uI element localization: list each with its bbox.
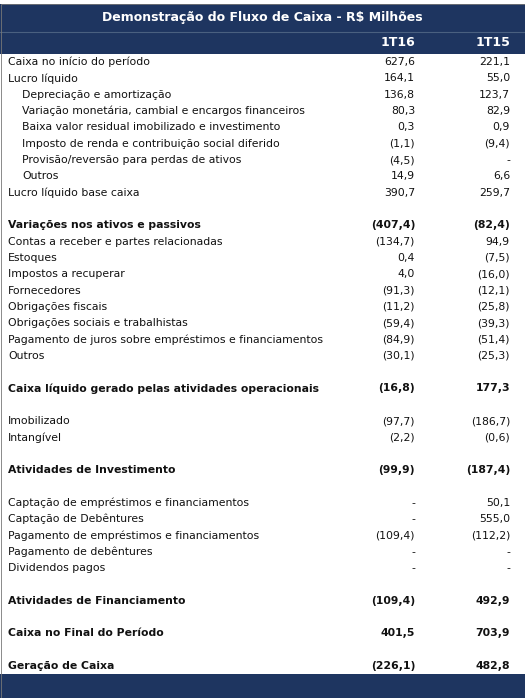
Text: Atividades de Investimento: Atividades de Investimento [8,465,175,475]
Text: Captação de empréstimos e financiamentos: Captação de empréstimos e financiamentos [8,498,249,508]
Text: (186,7): (186,7) [470,416,510,426]
Text: Lucro líquido: Lucro líquido [8,73,78,84]
Text: 82,9: 82,9 [486,106,510,116]
Text: Caixa líquido gerado pelas atividades operacionais: Caixa líquido gerado pelas atividades op… [8,383,319,394]
Text: -: - [506,155,510,165]
Text: Pagamento de juros sobre empréstimos e financiamentos: Pagamento de juros sobre empréstimos e f… [8,334,323,345]
Text: 6,6: 6,6 [493,172,510,181]
Text: Fornecedores: Fornecedores [8,285,81,295]
Text: 177,3: 177,3 [475,383,510,394]
Text: (112,2): (112,2) [470,530,510,540]
Text: Imposto de renda e contribuição social diferido: Imposto de renda e contribuição social d… [22,139,280,149]
Text: Pagamento de debêntures: Pagamento de debêntures [8,547,152,557]
Text: 0,3: 0,3 [397,122,415,133]
Text: 221,1: 221,1 [479,57,510,67]
Text: -: - [506,547,510,556]
Text: 80,3: 80,3 [391,106,415,116]
Text: (0,6): (0,6) [484,433,510,443]
Text: 703,9: 703,9 [476,628,510,638]
Text: (59,4): (59,4) [383,318,415,328]
Text: (109,4): (109,4) [371,595,415,606]
Text: Obrigações fiscais: Obrigações fiscais [8,302,107,312]
Text: 123,7: 123,7 [479,90,510,100]
Text: 0,4: 0,4 [397,253,415,263]
Text: -: - [411,514,415,524]
Text: -: - [506,563,510,573]
Text: 1T15: 1T15 [475,36,510,50]
Bar [0,4,525,32]
Text: 401,5: 401,5 [381,628,415,638]
Text: Depreciação e amortização: Depreciação e amortização [22,90,171,100]
Text: Caixa no início do período: Caixa no início do período [8,57,150,68]
Text: (9,4): (9,4) [485,139,510,149]
Text: (226,1): (226,1) [371,661,415,671]
Text: Contas a receber e partes relacionadas: Contas a receber e partes relacionadas [8,237,223,246]
Text: Imobilizado: Imobilizado [8,416,71,426]
Text: 164,1: 164,1 [384,73,415,84]
Text: Pagamento de empréstimos e financiamentos: Pagamento de empréstimos e financiamento… [8,530,259,540]
Text: (2,2): (2,2) [390,433,415,443]
Text: Geração de Caixa: Geração de Caixa [8,661,114,671]
Text: 259,7: 259,7 [479,188,510,198]
Text: (11,2): (11,2) [383,302,415,312]
Text: 14,9: 14,9 [391,172,415,181]
Text: 4,0: 4,0 [397,269,415,279]
Text: (4,5): (4,5) [390,155,415,165]
Text: (97,7): (97,7) [383,416,415,426]
Text: (16,8): (16,8) [379,383,415,394]
Text: Provisão/reversão para perdas de ativos: Provisão/reversão para perdas de ativos [22,155,242,165]
Text: 50,1: 50,1 [486,498,510,507]
Text: (7,5): (7,5) [485,253,510,263]
Text: (51,4): (51,4) [478,334,510,345]
Text: Dividendos pagos: Dividendos pagos [8,563,105,573]
Text: Variações nos ativos e passivos: Variações nos ativos e passivos [8,221,201,230]
Text: (25,8): (25,8) [478,302,510,312]
Text: (39,3): (39,3) [478,318,510,328]
Text: Demonstração do Fluxo de Caixa - R$ Milhões: Demonstração do Fluxo de Caixa - R$ Milh… [102,11,423,24]
Text: Obrigações sociais e trabalhistas: Obrigações sociais e trabalhistas [8,318,188,328]
Text: Variação monetária, cambial e encargos financeiros: Variação monetária, cambial e encargos f… [22,106,305,117]
Text: (99,9): (99,9) [379,465,415,475]
Text: Intangível: Intangível [8,432,62,443]
Text: Caixa no Final do Período: Caixa no Final do Período [8,628,164,638]
Text: Atividades de Financiamento: Atividades de Financiamento [8,595,185,606]
Text: -: - [411,563,415,573]
Text: -: - [411,547,415,556]
Text: 390,7: 390,7 [384,188,415,198]
Text: Captação de Debêntures: Captação de Debêntures [8,514,144,524]
Bar [0,32,525,54]
Text: Estoques: Estoques [8,253,58,263]
Text: 627,6: 627,6 [384,57,415,67]
Text: 1T16: 1T16 [380,36,415,50]
Text: (84,9): (84,9) [383,334,415,345]
Text: Lucro líquido base caixa: Lucro líquido base caixa [8,188,140,198]
Text: 0,9: 0,9 [492,122,510,133]
Bar [0,674,525,698]
Text: (1,1): (1,1) [390,139,415,149]
Text: 55,0: 55,0 [486,73,510,84]
Text: (187,4): (187,4) [466,465,510,475]
Text: Outros: Outros [8,351,45,361]
Text: (82,4): (82,4) [473,221,510,230]
Text: (407,4): (407,4) [371,221,415,230]
Text: 94,9: 94,9 [486,237,510,246]
Text: (25,3): (25,3) [478,351,510,361]
Text: (134,7): (134,7) [375,237,415,246]
Text: Impostos a recuperar: Impostos a recuperar [8,269,125,279]
Text: Baixa valor residual imobilizado e investimento: Baixa valor residual imobilizado e inves… [22,122,280,133]
Text: (109,4): (109,4) [375,530,415,540]
Text: 136,8: 136,8 [384,90,415,100]
Text: -: - [411,498,415,507]
Text: (12,1): (12,1) [478,285,510,295]
Text: 482,8: 482,8 [476,661,510,671]
Text: (30,1): (30,1) [382,351,415,361]
Text: (91,3): (91,3) [383,285,415,295]
Text: (16,0): (16,0) [477,269,510,279]
Text: 555,0: 555,0 [479,514,510,524]
Text: 492,9: 492,9 [476,595,510,606]
Text: Outros: Outros [22,172,58,181]
